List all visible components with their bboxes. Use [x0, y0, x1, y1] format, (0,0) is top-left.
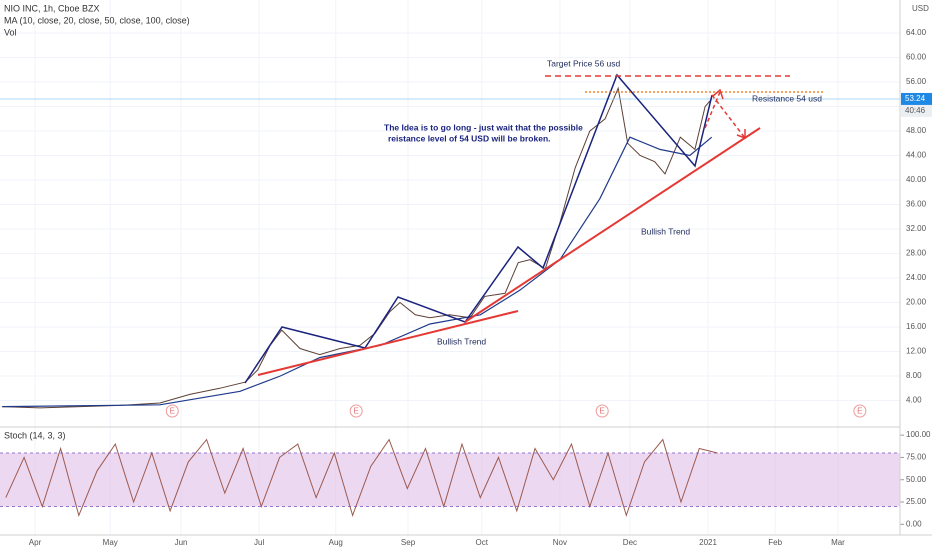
y-tick-label: 50.00: [906, 475, 927, 484]
x-tick-label: Aug: [329, 538, 343, 547]
y-tick-label: 36.00: [906, 200, 927, 209]
earnings-label: E: [600, 407, 605, 416]
earnings-marker: [853, 404, 867, 418]
earnings-label: E: [170, 407, 175, 416]
y-tick-label: 64.00: [906, 28, 927, 37]
x-tick-label: May: [103, 538, 118, 547]
x-tick-label: Oct: [476, 538, 489, 547]
line-series: [2, 86, 713, 409]
y-tick-label: 16.00: [906, 322, 927, 331]
y-tick-label: 56.00: [906, 77, 927, 86]
x-tick-label: Sep: [401, 538, 416, 547]
pattern-line: [244, 73, 713, 384]
trend-line: [464, 127, 761, 323]
trend-line: [257, 310, 519, 376]
arrow-head: [712, 88, 724, 100]
y-tick-label: 12.00: [906, 347, 927, 356]
annotation: reistance level of 54 USD will be broken…: [388, 133, 551, 143]
last-price-box: [901, 92, 932, 105]
x-tick-label: Mar: [831, 538, 845, 547]
y-tick-label: 100.00: [906, 430, 931, 439]
y-tick-label: 20.00: [906, 298, 927, 307]
line-series: [5, 438, 718, 518]
x-tick-label: Nov: [553, 538, 567, 547]
y-tick-label: 25.00: [906, 497, 927, 506]
x-tick-label: Jul: [254, 538, 264, 547]
arrow: [711, 94, 746, 139]
earnings-marker: [165, 404, 179, 418]
y-tick-label: 75.00: [906, 453, 927, 462]
y-tick-label: 4.00: [906, 396, 922, 405]
y-tick-label: 48.00: [906, 126, 927, 135]
indicator-label: MA (10, close, 20, close, 50, close, 100…: [4, 15, 190, 25]
x-tick-label: Apr: [29, 538, 42, 547]
drawings: [244, 73, 825, 384]
annotation: Target Price 56 usd: [547, 58, 621, 68]
line-series: [2, 136, 713, 408]
earnings-label: E: [857, 407, 862, 416]
y-tick-label: 0.00: [906, 519, 922, 528]
last-price-label: 53.24: [905, 94, 926, 103]
earnings-marker: [595, 404, 609, 418]
y-tick-label: 40.00: [906, 175, 927, 184]
y-tick-label: 44.00: [906, 151, 927, 160]
annotation: The Idea is to go long - just wait that …: [384, 122, 583, 132]
countdown-box: [901, 104, 932, 117]
annotation: Resistance 54 usd: [752, 93, 822, 103]
annotation: Bullish Trend: [437, 336, 486, 346]
earnings-marker: [349, 404, 363, 418]
x-tick-label: Feb: [768, 538, 782, 547]
labels: Apr May Jun Jul Aug Sep Oct Nov Dec 2021 Feb Mar 4.0…: [29, 28, 932, 547]
y-tick-label: 32.00: [906, 224, 927, 233]
chart-title: NIO INC, 1h, Cboe BZX: [4, 3, 100, 13]
y-tick-label: 60.00: [906, 53, 927, 62]
indicator-label: Vol: [4, 27, 17, 37]
arrow-head: [736, 129, 746, 140]
x-tick-label: Jun: [175, 538, 188, 547]
x-tick-label: Dec: [623, 538, 637, 547]
indicator-label: Stoch (14, 3, 3): [4, 430, 66, 440]
marks: [0, 86, 900, 518]
stoch-band: [0, 452, 900, 507]
annotation: Bullish Trend: [641, 226, 690, 236]
y-tick-label: 8.00: [906, 371, 922, 380]
countdown-label: 40:46: [905, 106, 926, 115]
y-tick-label: 24.00: [906, 273, 927, 282]
x-tick-label: 2021: [699, 538, 717, 547]
y-tick-label: 28.00: [906, 249, 927, 258]
currency: USD: [912, 4, 929, 13]
earnings-label: E: [354, 407, 359, 416]
